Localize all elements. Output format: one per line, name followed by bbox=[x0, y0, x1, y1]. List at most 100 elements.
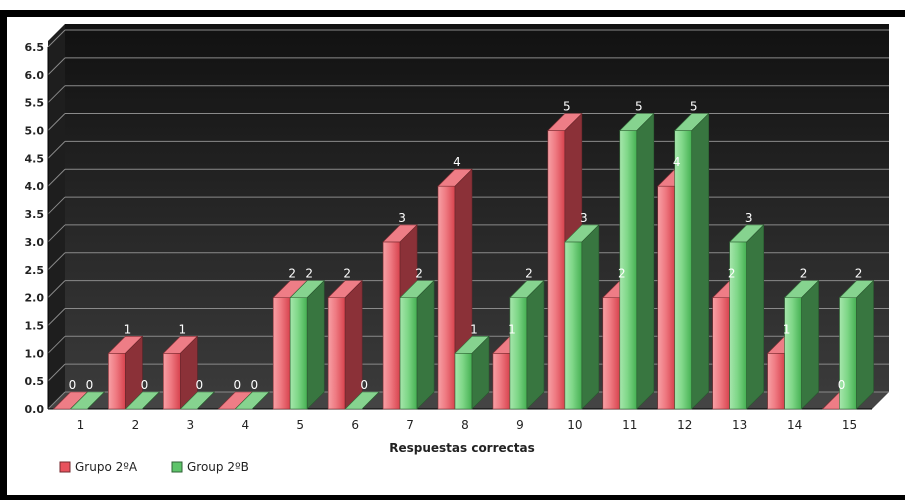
data-label: 2 bbox=[618, 267, 626, 281]
bar bbox=[838, 279, 875, 410]
data-label: 1 bbox=[470, 322, 478, 336]
x-tick-label: 7 bbox=[406, 418, 414, 432]
gridline-side bbox=[47, 168, 66, 187]
data-label: 2 bbox=[800, 267, 808, 281]
y-tick-label: 0.5 bbox=[25, 375, 45, 388]
data-label: 3 bbox=[398, 211, 406, 225]
bar bbox=[234, 391, 270, 410]
data-label: 0 bbox=[196, 378, 204, 392]
x-tick-label: 6 bbox=[351, 418, 359, 432]
legend-swatch bbox=[171, 461, 183, 473]
bar bbox=[564, 224, 600, 410]
data-label: 3 bbox=[745, 211, 753, 225]
legend: Grupo 2ºA Group 2ºB bbox=[59, 460, 249, 474]
bar bbox=[179, 391, 216, 410]
bar bbox=[124, 391, 161, 410]
y-tick-label: 6.5 bbox=[25, 41, 45, 54]
data-label: 2 bbox=[415, 267, 423, 281]
x-tick-label: 1 bbox=[77, 418, 85, 432]
data-label: 1 bbox=[179, 322, 187, 336]
bar bbox=[107, 335, 144, 410]
gridline-side bbox=[47, 224, 66, 243]
data-label: 2 bbox=[288, 267, 296, 281]
data-label: 0 bbox=[69, 378, 77, 392]
y-tick-label: 4.5 bbox=[25, 152, 45, 165]
bar bbox=[728, 224, 765, 410]
data-label: 4 bbox=[673, 155, 681, 169]
bar bbox=[162, 335, 199, 410]
data-label: 2 bbox=[343, 267, 351, 281]
x-tick-label: 9 bbox=[516, 418, 524, 432]
gridline-side bbox=[47, 113, 66, 131]
bar bbox=[783, 279, 820, 410]
x-tick-label: 11 bbox=[622, 418, 637, 432]
bar bbox=[399, 279, 435, 410]
data-label: 0 bbox=[233, 378, 241, 392]
bars bbox=[52, 112, 875, 410]
data-label: 0 bbox=[141, 378, 149, 392]
legend-label: Grupo 2ºA bbox=[75, 460, 138, 474]
x-tick-label: 12 bbox=[677, 418, 692, 432]
gridline-side bbox=[47, 29, 66, 48]
y-tick-label: 2.5 bbox=[25, 264, 45, 277]
gridline-side bbox=[47, 363, 66, 382]
gridline-side bbox=[47, 85, 66, 104]
gridline-side bbox=[47, 141, 66, 159]
x-axis-title: Respuestas correctas bbox=[389, 441, 535, 455]
y-tick-label: 0.0 bbox=[25, 403, 45, 416]
frame-bottom-bar bbox=[0, 495, 905, 500]
gridline-side bbox=[47, 252, 66, 271]
gridline-side bbox=[47, 391, 66, 410]
gridline-side bbox=[47, 196, 66, 215]
bar bbox=[344, 391, 380, 410]
legend-label: Group 2ºB bbox=[187, 460, 249, 474]
frame-left-bar bbox=[0, 10, 7, 500]
y-tick-label: 6.0 bbox=[25, 69, 45, 82]
bar bbox=[509, 279, 545, 410]
gridline-side bbox=[47, 280, 66, 298]
bar bbox=[454, 335, 490, 410]
gridline-side bbox=[47, 308, 66, 326]
data-label: 2 bbox=[855, 267, 863, 281]
y-tick-label: 3.0 bbox=[25, 236, 45, 249]
data-label: 2 bbox=[305, 267, 313, 281]
data-label: 1 bbox=[783, 322, 791, 336]
data-label: 1 bbox=[124, 322, 132, 336]
y-tick-label: 4.0 bbox=[25, 180, 45, 193]
x-tick-label: 15 bbox=[842, 418, 857, 432]
legend-swatch bbox=[59, 461, 71, 473]
data-label: 0 bbox=[86, 378, 94, 392]
x-tick-label: 8 bbox=[461, 418, 469, 432]
data-label: 5 bbox=[563, 100, 571, 114]
legend-item: Grupo 2ºA bbox=[59, 460, 138, 474]
legend-item: Group 2ºB bbox=[171, 460, 249, 474]
bar bbox=[289, 279, 325, 410]
bar bbox=[69, 391, 106, 410]
x-tick-label: 2 bbox=[132, 418, 140, 432]
bar bbox=[674, 112, 710, 410]
data-label: 0 bbox=[838, 378, 846, 392]
gridline-side bbox=[47, 57, 66, 76]
y-tick-label: 1.5 bbox=[25, 319, 45, 332]
data-label: 2 bbox=[525, 267, 533, 281]
x-tick-label: 13 bbox=[732, 418, 747, 432]
data-label: 0 bbox=[250, 378, 258, 392]
y-tick-label: 1.0 bbox=[25, 347, 45, 360]
data-label: 0 bbox=[360, 378, 368, 392]
bar bbox=[619, 112, 655, 410]
x-tick-label: 14 bbox=[787, 418, 802, 432]
data-label: 5 bbox=[690, 100, 698, 114]
x-tick-label: 10 bbox=[567, 418, 582, 432]
x-tick-label: 5 bbox=[296, 418, 304, 432]
gridline-side bbox=[47, 335, 66, 354]
y-tick-label: 5.5 bbox=[25, 97, 45, 110]
data-label: 5 bbox=[635, 100, 643, 114]
data-label: 3 bbox=[580, 211, 588, 225]
data-label: 4 bbox=[453, 155, 461, 169]
y-tick-label: 2.0 bbox=[25, 292, 45, 305]
y-tick-label: 3.5 bbox=[25, 208, 45, 221]
data-label: 2 bbox=[728, 267, 736, 281]
frame-top-bar bbox=[0, 10, 905, 17]
